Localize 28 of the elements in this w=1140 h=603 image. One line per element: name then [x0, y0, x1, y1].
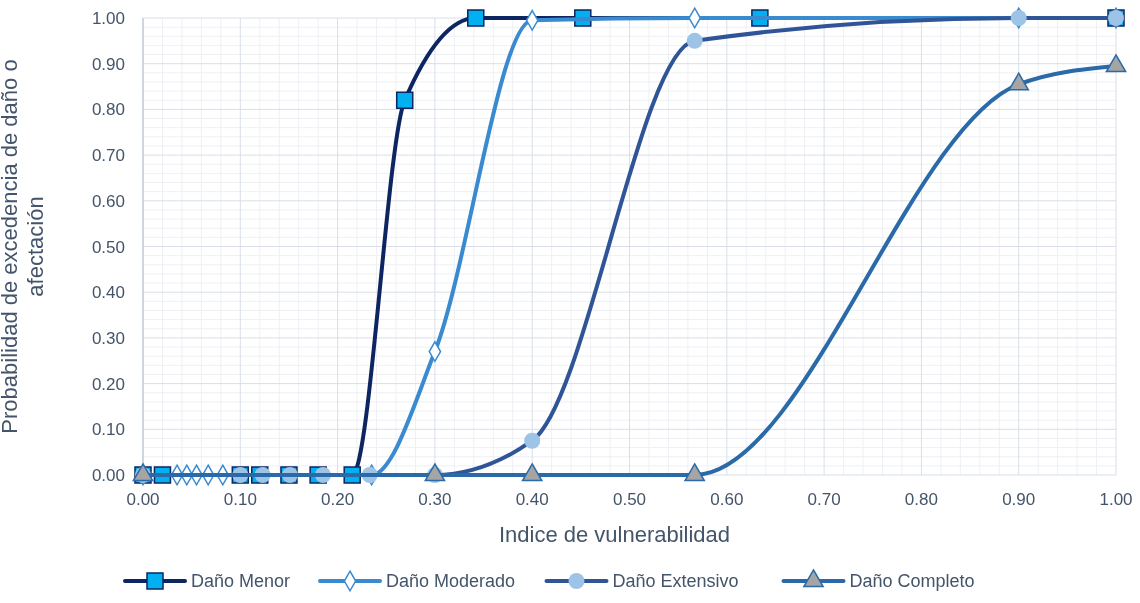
x-tick-label: 0.10 — [223, 490, 257, 509]
x-tick-label: 0.90 — [1002, 490, 1036, 509]
x-tick-label: 0.60 — [710, 490, 744, 509]
x-tick-label: 0.20 — [321, 490, 355, 509]
legend-label: Daño Menor — [191, 571, 291, 591]
x-tick-label: 0.00 — [126, 490, 160, 509]
y-tick-label: 0.30 — [91, 328, 125, 348]
x-tick-label: 0.80 — [904, 490, 938, 509]
y-tick-label: 0.50 — [91, 237, 125, 257]
x-axis-title: Indice de vulnerabilidad — [498, 522, 731, 547]
x-tick-label: 1.00 — [1099, 490, 1133, 509]
y-axis-title: Probabilidad de excedencia de daño o afectación — [0, 59, 48, 434]
legend-label: Daño Moderado — [386, 571, 516, 591]
y-tick-label: 0.10 — [91, 420, 125, 440]
y-tick-label: 0.20 — [91, 374, 125, 394]
x-tick-label: 0.50 — [612, 490, 647, 509]
y-tick-label: 0.80 — [91, 100, 125, 120]
y-tick-label: 0.00 — [91, 466, 125, 485]
y-tick-label: 0.70 — [91, 146, 125, 166]
x-tick-label: 0.70 — [807, 490, 841, 509]
y-tick-label: 0.90 — [91, 54, 125, 74]
x-tick-label: 0.30 — [418, 490, 452, 509]
y-tick-label: 0.40 — [91, 283, 125, 303]
legend-label: Daño Completo — [849, 571, 975, 591]
y-tick-label: 0.60 — [91, 191, 125, 211]
x-tick-label: 0.40 — [515, 490, 549, 509]
y-tick-label: 1.00 — [91, 9, 125, 28]
legend-label: Daño Extensivo — [612, 571, 739, 591]
